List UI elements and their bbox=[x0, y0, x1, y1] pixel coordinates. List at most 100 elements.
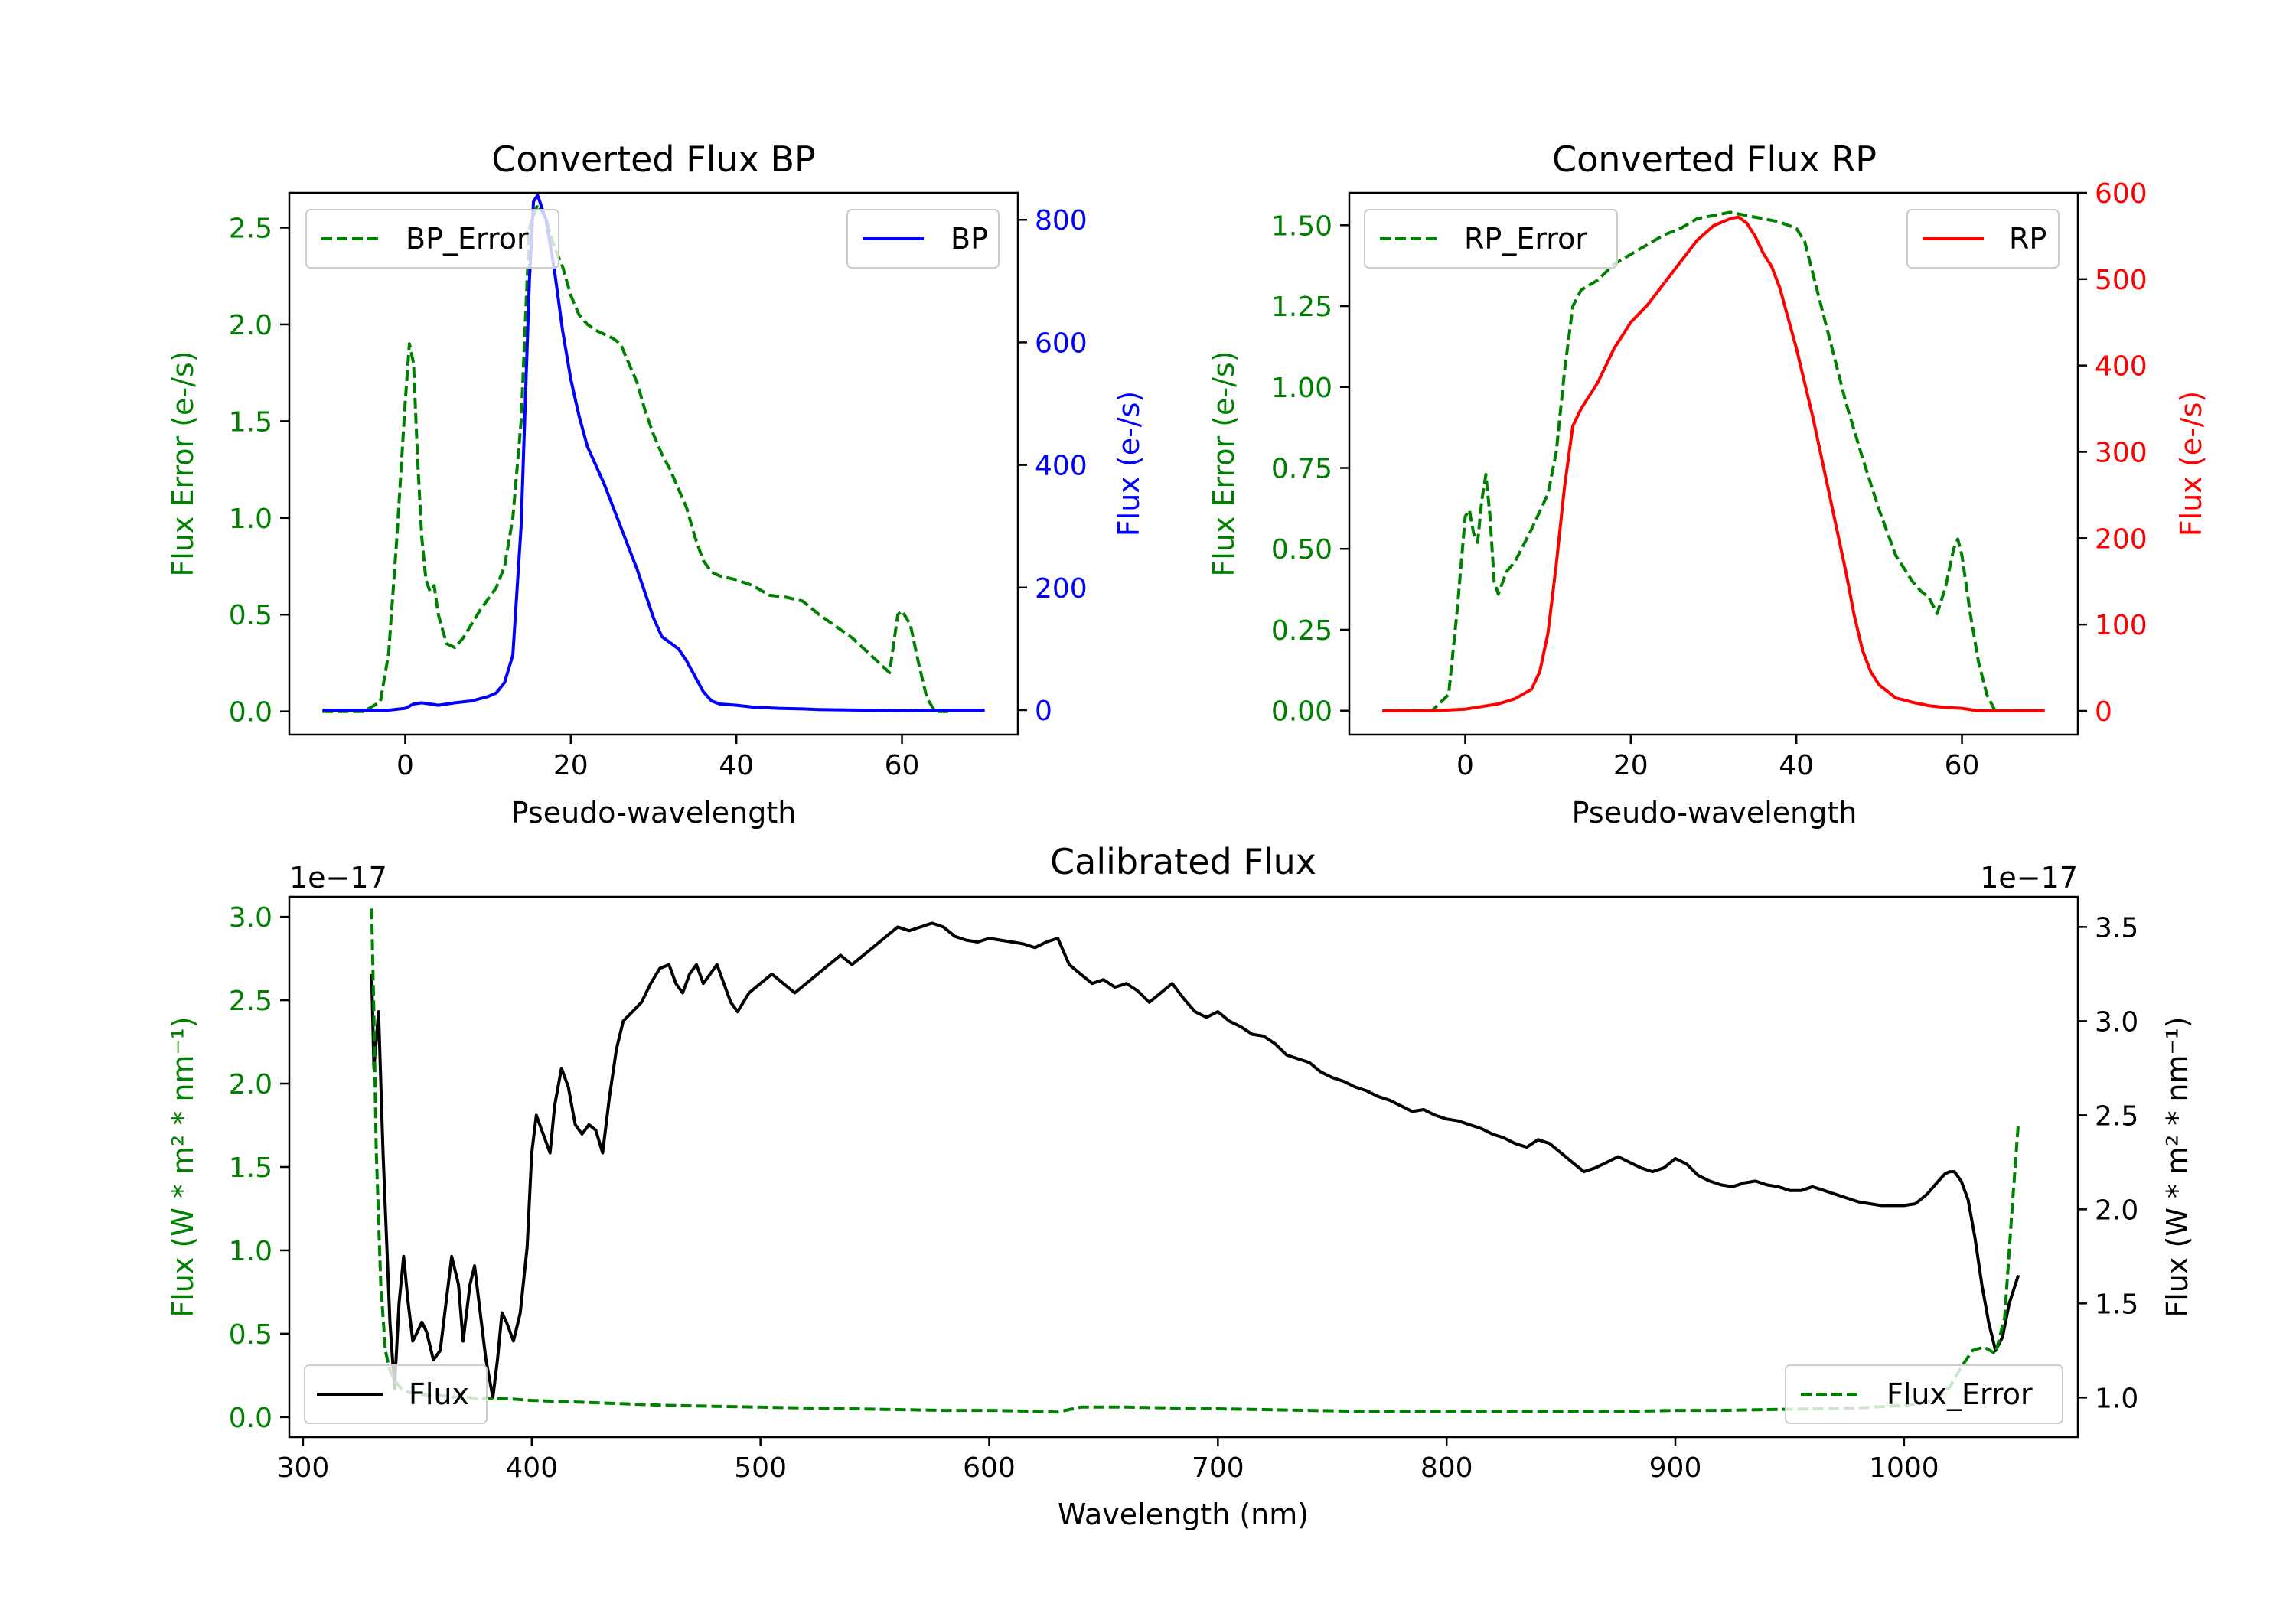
rp-left-tick-label: 0.75 bbox=[1271, 453, 1332, 484]
bp-right-tick-label: 0 bbox=[1035, 696, 1052, 727]
rp-left-tick-label: 0.00 bbox=[1271, 696, 1332, 728]
cal-x-tick-label: 700 bbox=[1192, 1452, 1244, 1484]
calibrated-x-axis-label: Wavelength (nm) bbox=[1058, 1498, 1309, 1531]
bp-series-bp-error bbox=[322, 203, 952, 713]
rp-x-tick-label: 40 bbox=[1779, 750, 1814, 781]
rp-legend-flux-label: RP bbox=[2009, 222, 2047, 256]
rp-right-tick-label: 200 bbox=[2095, 523, 2148, 555]
bp-x-tick-label: 60 bbox=[885, 750, 920, 781]
cal-x-tick-label: 500 bbox=[734, 1452, 787, 1484]
cal-x-tick-label: 600 bbox=[963, 1452, 1016, 1484]
rp-series-rp-error bbox=[1382, 210, 2012, 712]
bp-x-ticks: 0 20 40 60 bbox=[396, 735, 919, 781]
rp-right-tick-label: 600 bbox=[2095, 178, 2148, 210]
bp-legend-flux-label: BP bbox=[951, 222, 988, 256]
rp-legend-flux: RP bbox=[1906, 209, 2060, 269]
bp-left-tick-label: 0.5 bbox=[229, 600, 272, 631]
cal-series-flux bbox=[370, 921, 2020, 1400]
calibrated-panel: Calibrated Flux 1e−17 1e−17 300 400 500 600… bbox=[166, 841, 2194, 1531]
cal-x-tick-label: 1000 bbox=[1869, 1452, 1939, 1484]
bp-right-axis-label: Flux (e-/s) bbox=[1112, 391, 1146, 536]
cal-left-tick-label: 3.0 bbox=[229, 902, 272, 934]
bp-title: Converted Flux BP bbox=[491, 139, 816, 180]
bp-legend-error: BP_Error bbox=[305, 209, 559, 269]
bp-left-tick-label: 2.5 bbox=[229, 214, 272, 245]
calibrated-legend-error-label: Flux_Error bbox=[1887, 1377, 2033, 1411]
cal-right-tick-label: 2.5 bbox=[2095, 1100, 2138, 1132]
bp-series-group bbox=[322, 194, 985, 713]
rp-left-axis-label: Flux Error (e-/s) bbox=[1207, 350, 1241, 576]
cal-x-tick-label: 300 bbox=[277, 1452, 330, 1484]
rp-x-tick-label: 0 bbox=[1456, 750, 1474, 781]
bp-right-tick-label: 800 bbox=[1035, 205, 1088, 236]
bp-panel: Converted Flux BP 0 20 40 60 0.0 0.5 1.0 1.5 2.… bbox=[166, 139, 1146, 830]
rp-x-tick-label: 20 bbox=[1613, 750, 1649, 781]
rp-right-axis-label: Flux (e-/s) bbox=[2174, 391, 2208, 536]
bp-x-axis-label: Pseudo-wavelength bbox=[511, 796, 797, 830]
bp-series-bp bbox=[322, 194, 985, 712]
rp-left-tick-label: 0.25 bbox=[1271, 615, 1332, 647]
calibrated-x-ticks: 300 400 500 600 700 800 900 1000 bbox=[277, 1437, 1939, 1484]
bp-plot-frame bbox=[288, 191, 1019, 736]
cal-right-tick-label: 1.5 bbox=[2095, 1289, 2138, 1320]
cal-left-tick-label: 1.5 bbox=[229, 1152, 272, 1184]
rp-legend-error-label: RP_Error bbox=[1464, 222, 1587, 256]
rp-right-tick-label: 300 bbox=[2095, 437, 2148, 468]
rp-right-ticks: 0 100 200 300 400 500 600 bbox=[2078, 178, 2148, 728]
bp-x-tick-label: 20 bbox=[553, 750, 589, 781]
bp-x-tick-label: 40 bbox=[719, 750, 754, 781]
rp-right-tick-label: 100 bbox=[2095, 610, 2148, 641]
calibrated-left-offset: 1e−17 bbox=[289, 861, 387, 895]
calibrated-right-axis-label: Flux (W * m² * nm⁻¹) bbox=[2161, 1016, 2194, 1317]
rp-left-tick-label: 1.00 bbox=[1271, 373, 1332, 404]
cal-left-tick-label: 0.0 bbox=[229, 1403, 272, 1434]
cal-x-tick-label: 900 bbox=[1649, 1452, 1702, 1484]
bp-right-ticks: 0 200 400 600 800 bbox=[1018, 205, 1088, 727]
cal-left-tick-label: 2.5 bbox=[229, 986, 272, 1017]
calibrated-left-ticks: 0.0 0.5 1.0 1.5 2.0 2.5 3.0 bbox=[229, 902, 289, 1434]
calibrated-right-offset: 1e−17 bbox=[1980, 861, 2078, 895]
cal-right-tick-label: 3.0 bbox=[2095, 1006, 2138, 1038]
rp-panel: Converted Flux RP 0 20 40 60 0.00 0.25 0.50 0.… bbox=[1207, 139, 2208, 830]
bp-left-ticks: 0.0 0.5 1.0 1.5 2.0 2.5 bbox=[229, 214, 289, 729]
calibrated-legend-error: Flux_Error bbox=[1785, 1364, 2063, 1424]
bp-left-tick-label: 1.0 bbox=[229, 504, 272, 535]
rp-right-tick-label: 500 bbox=[2095, 265, 2148, 296]
bp-left-axis-label: Flux Error (e-/s) bbox=[166, 350, 200, 576]
rp-title: Converted Flux RP bbox=[1552, 139, 1877, 180]
rp-left-tick-label: 0.50 bbox=[1271, 534, 1332, 566]
rp-legend-error: RP_Error bbox=[1364, 209, 1618, 269]
bp-right-tick-label: 200 bbox=[1035, 573, 1088, 605]
cal-left-tick-label: 0.5 bbox=[229, 1319, 272, 1351]
rp-x-ticks: 0 20 40 60 bbox=[1456, 735, 1979, 781]
rp-x-tick-label: 60 bbox=[1945, 750, 1980, 781]
rp-plot-frame bbox=[1348, 191, 2079, 736]
bp-legend-error-label: BP_Error bbox=[406, 222, 529, 256]
rp-series-rp bbox=[1382, 215, 2045, 712]
bp-right-tick-label: 600 bbox=[1035, 328, 1088, 359]
rp-x-axis-label: Pseudo-wavelength bbox=[1572, 796, 1857, 830]
rp-right-tick-label: 0 bbox=[2095, 696, 2112, 728]
calibrated-legend-flux: Flux bbox=[304, 1364, 488, 1424]
bp-right-tick-label: 400 bbox=[1035, 451, 1088, 482]
cal-left-tick-label: 1.0 bbox=[229, 1236, 272, 1267]
rp-left-tick-label: 1.50 bbox=[1271, 210, 1332, 242]
cal-x-tick-label: 800 bbox=[1420, 1452, 1473, 1484]
rp-left-tick-label: 1.25 bbox=[1271, 292, 1332, 323]
bp-x-tick-label: 0 bbox=[396, 750, 414, 781]
cal-left-tick-label: 2.0 bbox=[229, 1069, 272, 1100]
rp-right-tick-label: 400 bbox=[2095, 351, 2148, 383]
bp-left-tick-label: 2.0 bbox=[229, 310, 272, 341]
cal-right-tick-label: 1.0 bbox=[2095, 1383, 2138, 1414]
bp-left-tick-label: 1.5 bbox=[229, 406, 272, 438]
calibrated-left-axis-label: Flux (W * m² * nm⁻¹) bbox=[166, 1016, 200, 1317]
calibrated-right-ticks: 1.0 1.5 2.0 2.5 3.0 3.5 bbox=[2078, 912, 2138, 1414]
rp-series-group bbox=[1382, 210, 2045, 712]
calibrated-title: Calibrated Flux bbox=[1050, 841, 1316, 882]
cal-right-tick-label: 2.0 bbox=[2095, 1195, 2138, 1226]
cal-x-tick-label: 400 bbox=[505, 1452, 558, 1484]
bp-legend-flux: BP bbox=[846, 209, 1000, 269]
bp-left-tick-label: 0.0 bbox=[229, 697, 272, 729]
calibrated-legend-flux-label: Flux bbox=[409, 1377, 469, 1411]
